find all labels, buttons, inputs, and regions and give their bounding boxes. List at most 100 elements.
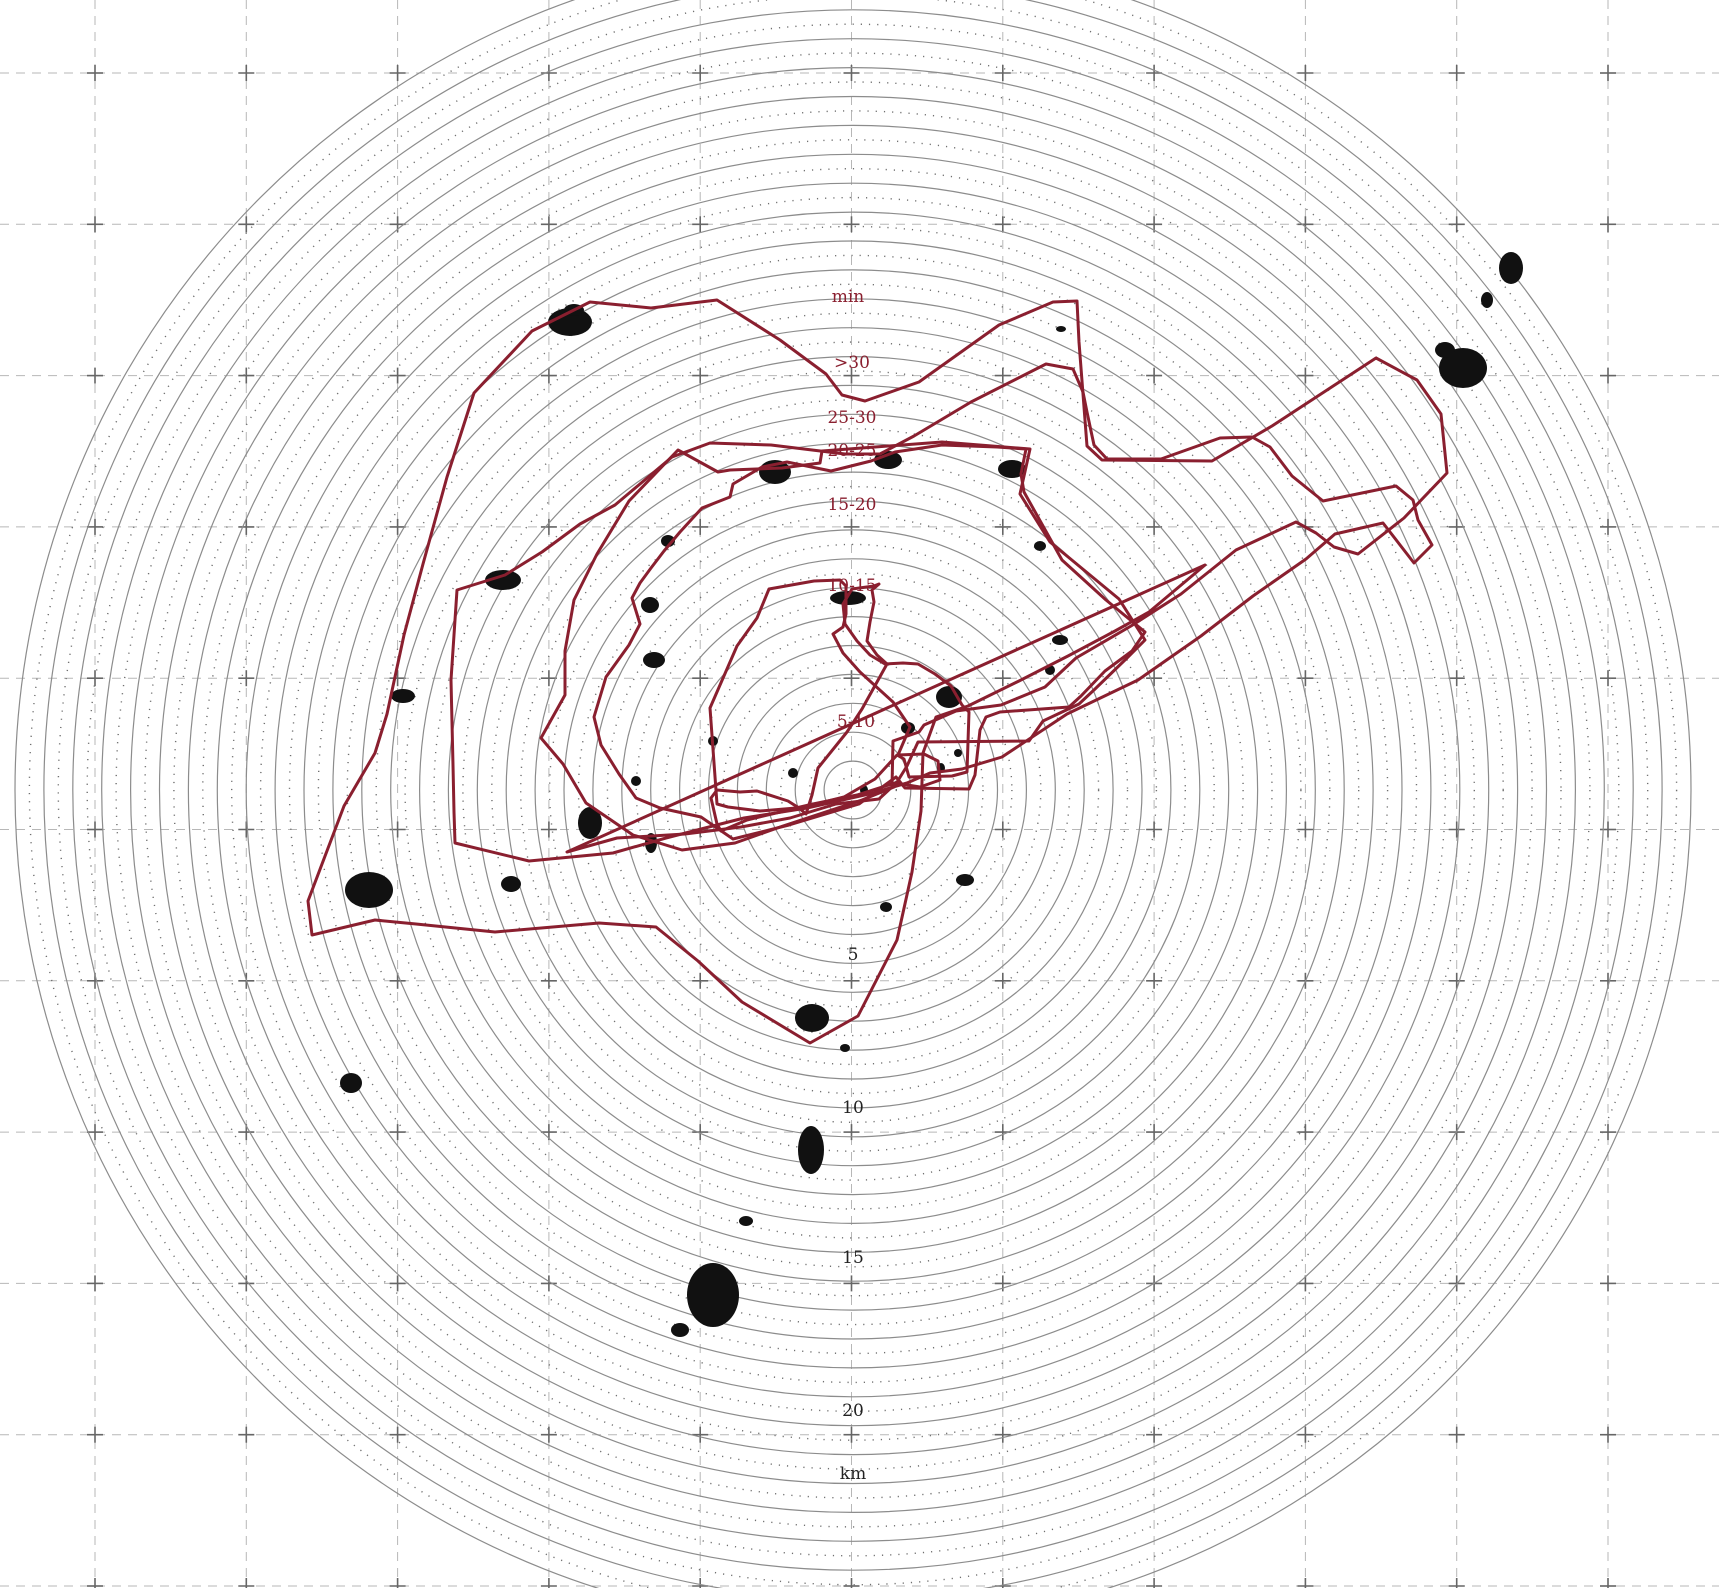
settlement-patch — [739, 1216, 753, 1226]
isochrone-line-3 — [592, 443, 1147, 841]
distance-ring — [447, 384, 1259, 1196]
settlement-patch — [874, 451, 902, 469]
settlement-patch — [1439, 348, 1487, 388]
distance-ring-dotted — [809, 746, 898, 835]
distance-ring-dotted — [462, 399, 1244, 1181]
distance-ring-dotted — [693, 630, 1013, 950]
distance-ring — [274, 211, 1432, 1369]
distance-ring — [592, 529, 1114, 1051]
distance-ring — [419, 356, 1287, 1224]
settlement-patch — [578, 807, 602, 839]
time-class-label-gt30: >30 — [834, 353, 870, 373]
distance-ring-dotted — [751, 688, 955, 892]
distance-ring-dotted — [231, 168, 1475, 1412]
settlement-patch — [956, 874, 974, 886]
settlement-patch — [687, 1263, 739, 1327]
distance-ring-dotted — [606, 543, 1100, 1037]
isochrone-line-6 — [449, 362, 1434, 863]
distance-ring — [43, 0, 1663, 1588]
time-class-label-5-10: 5-10 — [837, 712, 875, 732]
settlement-patch — [840, 1044, 850, 1052]
distance-ring — [187, 124, 1519, 1456]
isochrone-line-4 — [539, 440, 1147, 852]
distance-ring — [390, 327, 1316, 1253]
settlement-patch — [1499, 252, 1523, 284]
settlement-patch — [954, 749, 962, 757]
distance-ring-dotted — [722, 659, 984, 921]
settlement-patch — [643, 652, 665, 668]
distance-ring-dotted — [433, 370, 1273, 1210]
settlement-patch — [485, 570, 521, 590]
settlement-patch — [548, 308, 592, 336]
settlement-patch — [880, 902, 892, 912]
isochrone-line-5 — [306, 298, 1449, 1045]
time-class-label-10-15: 10-15 — [827, 576, 876, 596]
distance-tick-10: 10 — [842, 1098, 864, 1118]
distance-tick-5: 5 — [848, 945, 859, 965]
distance-ring-dotted — [28, 0, 1678, 1588]
settlement-patch — [998, 460, 1026, 478]
distance-ring — [505, 442, 1201, 1138]
distance-ring-dotted — [57, 0, 1649, 1586]
distance-ring-dotted — [375, 312, 1331, 1268]
distance-ring-dotted — [635, 572, 1071, 1008]
distance-ring — [361, 298, 1345, 1282]
distance-ring — [14, 0, 1692, 1588]
distance-ring — [303, 240, 1403, 1340]
time-class-label-25-30: 25-30 — [827, 408, 876, 428]
settlement-patch — [795, 1004, 829, 1032]
isochrone-lines — [306, 298, 1449, 1045]
settlement-patch — [501, 876, 521, 892]
time-class-label-20-25: 20-25 — [827, 441, 876, 461]
settlement-patch — [671, 1323, 689, 1337]
time-unit-label: min — [832, 287, 865, 307]
distance-ring-dotted — [115, 52, 1591, 1528]
time-class-label-15-20: 15-20 — [827, 495, 876, 515]
settlement-patch — [345, 872, 393, 908]
distance-tick-15: 15 — [842, 1248, 864, 1268]
distance-ring — [621, 558, 1085, 1022]
distance-ring — [736, 673, 970, 907]
distance-ring — [216, 153, 1490, 1427]
distance-ring-dotted — [491, 428, 1215, 1152]
distance-ring-dotted — [86, 23, 1620, 1557]
distance-ring-dotted — [173, 110, 1533, 1470]
settlement-patch — [1056, 326, 1066, 332]
distance-ring-dotted — [780, 717, 926, 863]
distance-ring — [534, 471, 1172, 1109]
settlement-patch — [1435, 342, 1455, 358]
distance-ring — [794, 731, 912, 849]
settlement-patch — [340, 1073, 362, 1093]
distance-ring — [650, 587, 1056, 993]
distance-ring — [563, 500, 1143, 1080]
isochrone-line-1 — [708, 578, 942, 813]
distance-tick-20: 20 — [842, 1401, 864, 1421]
distance-ring-dotted — [144, 81, 1562, 1499]
distance-ring-dotted — [548, 485, 1158, 1095]
distance-ring — [707, 644, 999, 936]
settlement-patch — [1034, 541, 1046, 551]
distance-ring — [129, 66, 1577, 1514]
distance-ring-dotted — [664, 601, 1042, 979]
settlement-patch — [1481, 292, 1493, 308]
distance-ring-dotted — [288, 225, 1418, 1355]
distance-ring-dotted — [202, 139, 1504, 1441]
settlement-patch — [1052, 635, 1068, 645]
distance-ring-dotted — [404, 341, 1302, 1239]
distance-ring — [476, 413, 1230, 1167]
map-labels: min >30 25-30 20-25 15-20 10-15 5-10 5 1… — [827, 287, 876, 1484]
settlement-patches — [340, 252, 1523, 1337]
distance-ring — [158, 95, 1548, 1485]
distance-ring-dotted — [520, 457, 1186, 1123]
distance-unit-label: km — [840, 1464, 866, 1484]
distance-rings — [14, 0, 1692, 1588]
distance-ring-dotted — [259, 196, 1447, 1384]
settlement-patch — [798, 1126, 824, 1174]
isochrone-line-2 — [709, 582, 971, 833]
settlement-patch — [641, 597, 659, 613]
settlement-patch — [788, 768, 798, 778]
distance-ring — [101, 38, 1605, 1542]
settlement-patch — [391, 689, 415, 703]
distance-ring — [72, 9, 1634, 1571]
